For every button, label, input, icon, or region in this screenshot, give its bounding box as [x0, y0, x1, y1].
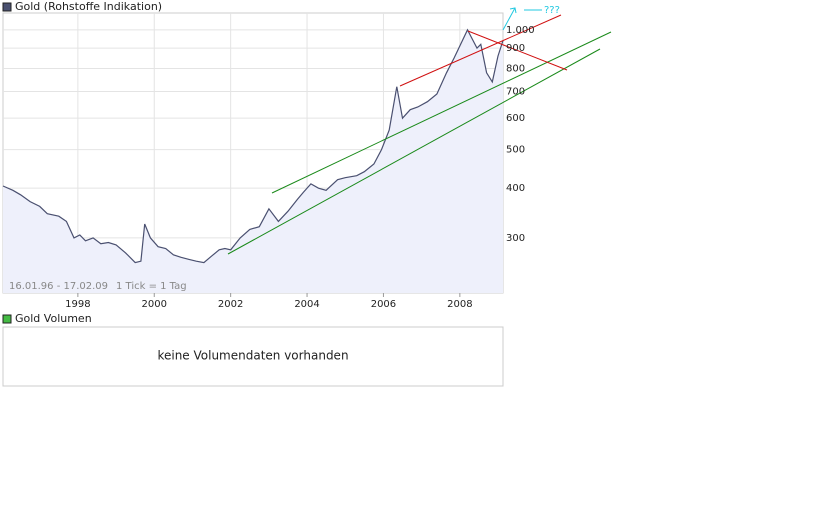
- arrow: [502, 7, 516, 31]
- annotation: 16.01.96 - 17.02.09: [9, 281, 108, 292]
- series-layer: [2, 28, 504, 294]
- y-tick-label: 400: [506, 183, 525, 194]
- y-tick-label: 700: [506, 87, 525, 98]
- volume-message: keine Volumendaten vorhanden: [157, 349, 348, 363]
- y-tick-label: 500: [506, 145, 525, 156]
- trend-line: [227, 48, 601, 255]
- y-tick-label: 800: [506, 63, 525, 74]
- legend-swatch: [2, 314, 12, 324]
- y-tick-label: 300: [506, 233, 525, 244]
- y-tick-label: 1.000: [506, 25, 535, 36]
- arrow-head: [509, 7, 517, 14]
- y-tick-label: 900: [506, 43, 525, 54]
- line: [2, 28, 504, 264]
- x-tick-label: 2008: [447, 299, 472, 310]
- trend-line: [399, 14, 562, 87]
- area: [3, 29, 503, 294]
- legend-swatch: [2, 2, 12, 12]
- x-tick-label: 1998: [65, 299, 90, 310]
- legend-label: Gold Volumen: [15, 312, 92, 325]
- trend-lines: [227, 7, 612, 255]
- x-tick-label: 2006: [371, 299, 396, 310]
- trend-line: [271, 31, 612, 194]
- trend-line: [467, 30, 568, 71]
- x-tick-label: 2000: [142, 299, 167, 310]
- annotation: 1 Tick = 1 Tag: [116, 281, 187, 292]
- legend-label: Gold (Rohstoffe Indikation): [15, 0, 162, 13]
- volume-frame: [2, 326, 504, 387]
- annotation: ???: [544, 5, 560, 16]
- x-tick-label: 2002: [218, 299, 243, 310]
- y-tick-label: 600: [506, 113, 525, 124]
- x-tick-label: 2004: [294, 299, 319, 310]
